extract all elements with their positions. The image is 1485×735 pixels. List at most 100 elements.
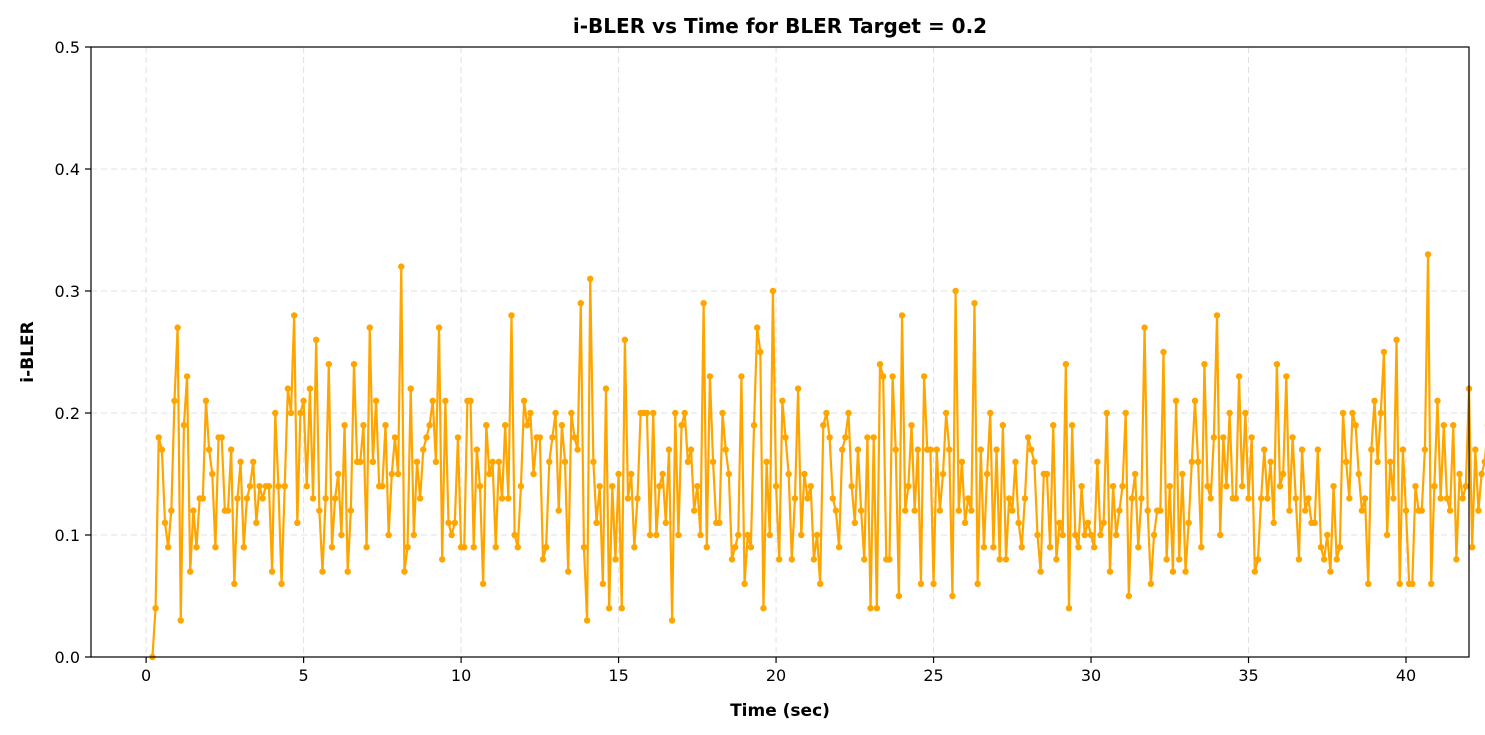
data-point bbox=[1031, 458, 1038, 465]
data-point bbox=[879, 373, 887, 380]
data-point bbox=[823, 409, 830, 417]
data-point bbox=[240, 544, 247, 551]
data-point bbox=[1128, 495, 1136, 502]
data-point bbox=[1393, 336, 1400, 343]
data-point bbox=[621, 336, 629, 343]
y-tick-label: 0.4 bbox=[55, 160, 80, 179]
data-point bbox=[542, 544, 550, 551]
data-point bbox=[1305, 495, 1312, 502]
data-point bbox=[668, 617, 676, 624]
data-point bbox=[1078, 483, 1085, 490]
data-point bbox=[722, 446, 729, 453]
data-point bbox=[892, 446, 899, 453]
data-point bbox=[731, 544, 739, 551]
data-point bbox=[791, 495, 799, 502]
data-point bbox=[1116, 507, 1123, 514]
data-point bbox=[520, 397, 528, 404]
data-point bbox=[1446, 507, 1454, 514]
data-point bbox=[391, 434, 399, 441]
data-point bbox=[1122, 409, 1129, 417]
data-point bbox=[168, 507, 175, 514]
data-point bbox=[832, 507, 840, 514]
y-tick-label: 0.5 bbox=[55, 38, 80, 57]
data-point bbox=[1103, 409, 1110, 417]
data-point bbox=[816, 580, 824, 587]
data-point bbox=[939, 470, 947, 478]
data-point bbox=[287, 409, 295, 417]
x-tick-label: 40 bbox=[1396, 666, 1416, 685]
data-point bbox=[785, 470, 792, 478]
data-point bbox=[331, 495, 339, 502]
data-point bbox=[1254, 556, 1262, 563]
data-point bbox=[1257, 495, 1265, 502]
data-point bbox=[227, 446, 235, 453]
data-point bbox=[684, 458, 692, 465]
data-point bbox=[492, 544, 499, 551]
data-point bbox=[369, 458, 377, 465]
data-point bbox=[1201, 361, 1208, 368]
x-tick-label: 20 bbox=[766, 666, 786, 685]
data-point bbox=[341, 422, 348, 429]
data-point bbox=[445, 519, 452, 526]
data-point bbox=[1383, 531, 1391, 539]
data-point bbox=[602, 385, 610, 392]
data-point bbox=[1150, 531, 1158, 539]
data-point bbox=[1147, 580, 1155, 587]
data-point bbox=[1059, 531, 1066, 539]
data-point bbox=[920, 373, 928, 380]
data-point bbox=[1100, 519, 1107, 526]
data-point bbox=[1443, 495, 1451, 502]
data-point bbox=[1239, 483, 1246, 490]
data-point bbox=[1005, 495, 1013, 502]
data-point bbox=[1037, 568, 1044, 575]
data-point bbox=[1475, 507, 1482, 514]
data-point bbox=[265, 483, 273, 490]
data-point bbox=[1396, 580, 1403, 587]
data-point bbox=[338, 531, 345, 539]
data-point bbox=[416, 495, 424, 502]
y-tick-label: 0.3 bbox=[55, 282, 80, 301]
data-point bbox=[1087, 531, 1095, 539]
data-point bbox=[256, 483, 263, 490]
data-point bbox=[483, 422, 490, 429]
data-point bbox=[344, 568, 351, 575]
data-point bbox=[183, 373, 191, 380]
data-point bbox=[438, 556, 446, 563]
data-point bbox=[174, 324, 181, 331]
data-point bbox=[898, 312, 906, 319]
data-point bbox=[246, 483, 254, 490]
data-point bbox=[568, 409, 575, 417]
data-point bbox=[961, 519, 969, 526]
x-tick-label: 15 bbox=[608, 666, 628, 685]
data-point bbox=[747, 544, 755, 551]
data-point bbox=[1251, 568, 1259, 575]
data-point bbox=[1179, 470, 1186, 478]
x-tick-label: 0 bbox=[141, 666, 151, 685]
data-point bbox=[665, 446, 673, 453]
data-point bbox=[401, 568, 408, 575]
data-point bbox=[426, 422, 433, 429]
data-point bbox=[681, 409, 688, 417]
data-point bbox=[1220, 434, 1227, 441]
data-point bbox=[1440, 422, 1448, 429]
data-point bbox=[911, 507, 918, 514]
data-point bbox=[259, 495, 266, 502]
data-point bbox=[152, 605, 159, 612]
data-point bbox=[479, 580, 487, 587]
data-point bbox=[1198, 544, 1205, 551]
data-point bbox=[1141, 324, 1148, 331]
data-point bbox=[618, 605, 625, 612]
data-point bbox=[1358, 507, 1366, 514]
data-point bbox=[678, 422, 685, 429]
data-point bbox=[558, 422, 566, 429]
data-point bbox=[164, 544, 172, 551]
data-point bbox=[388, 470, 395, 478]
data-point bbox=[514, 544, 521, 551]
data-point bbox=[1371, 397, 1378, 404]
data-point bbox=[1176, 556, 1183, 563]
data-point bbox=[1213, 312, 1221, 319]
data-point bbox=[1242, 409, 1249, 417]
data-point bbox=[234, 495, 241, 502]
data-point bbox=[876, 361, 884, 368]
data-point bbox=[804, 495, 811, 502]
